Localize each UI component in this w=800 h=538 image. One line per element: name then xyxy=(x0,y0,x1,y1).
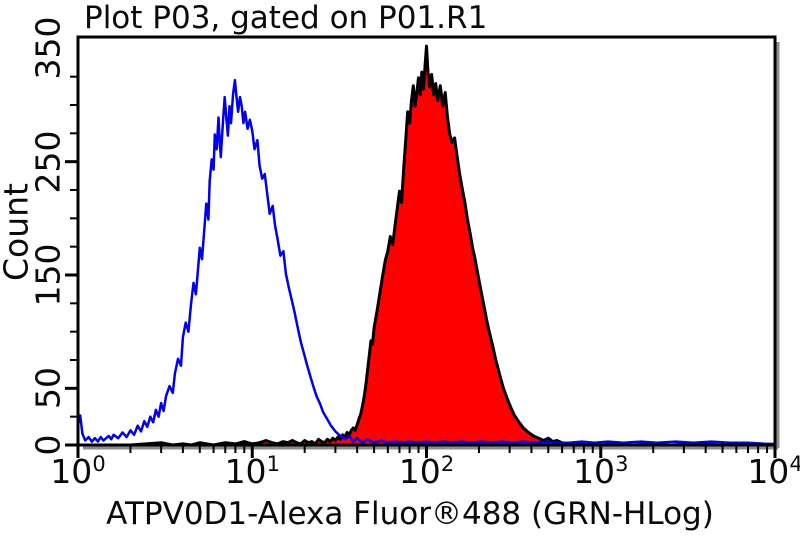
x-tick-label: 101 xyxy=(224,452,280,491)
x-tick-exponent: 0 xyxy=(92,452,106,476)
x-tick-label: 103 xyxy=(573,452,629,491)
x-tick-label: 104 xyxy=(747,452,800,491)
y-tick-label: 50 xyxy=(28,367,68,410)
y-tick-label: 250 xyxy=(28,130,68,194)
histogram-plot-area xyxy=(65,35,780,458)
x-axis-label: ATPV0D1-Alexa Fluor®488 (GRN-HLog) xyxy=(106,496,714,532)
x-tick-exponent: 1 xyxy=(266,452,280,476)
blue-open-histogram xyxy=(76,78,775,446)
x-tick-exponent: 3 xyxy=(615,452,629,476)
y-tick-label: 350 xyxy=(28,16,68,80)
x-tick-exponent: 4 xyxy=(789,452,800,476)
x-tick-label: 102 xyxy=(398,452,455,491)
plot-title: Plot P03, gated on P01.R1 xyxy=(84,0,488,36)
y-tick-label: 150 xyxy=(28,243,68,307)
x-tick-exponent: 2 xyxy=(440,452,455,476)
red-filled-histogram xyxy=(76,44,777,447)
x-tick-label: 100 xyxy=(50,452,106,491)
